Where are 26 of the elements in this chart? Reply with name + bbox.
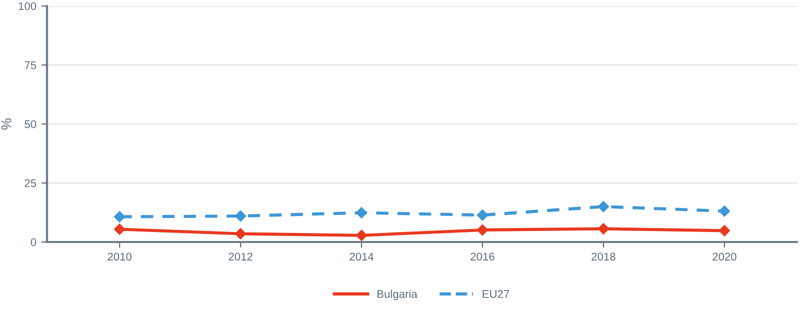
x-tick-label: 2012	[228, 252, 252, 261]
x-tick-label: 2020	[712, 252, 736, 261]
y-tick-label: 100	[18, 2, 36, 10]
point	[234, 210, 246, 222]
legend-label: Bulgaria	[378, 290, 418, 300]
legend-label: EU27	[482, 290, 510, 298]
x-tick-label: 2016	[470, 252, 494, 261]
point	[718, 225, 730, 236]
x-tick-label: 2010	[108, 252, 132, 261]
point	[114, 211, 126, 222]
x-tick-label: 2018	[592, 252, 616, 261]
point	[718, 205, 730, 217]
x-tick-label: 2014	[350, 252, 374, 261]
point	[234, 228, 246, 240]
y-tick-label: 75	[24, 61, 36, 70]
point	[114, 224, 126, 235]
y-tick-label: 50	[24, 120, 36, 128]
y-tick-label: 0	[30, 238, 36, 246]
point	[476, 224, 488, 236]
point	[356, 230, 368, 241]
y-tick-label: 25	[24, 179, 36, 188]
point	[476, 209, 488, 221]
point	[598, 200, 610, 212]
y-axis-title: %	[1, 118, 12, 130]
point	[598, 223, 610, 234]
point	[356, 207, 368, 218]
